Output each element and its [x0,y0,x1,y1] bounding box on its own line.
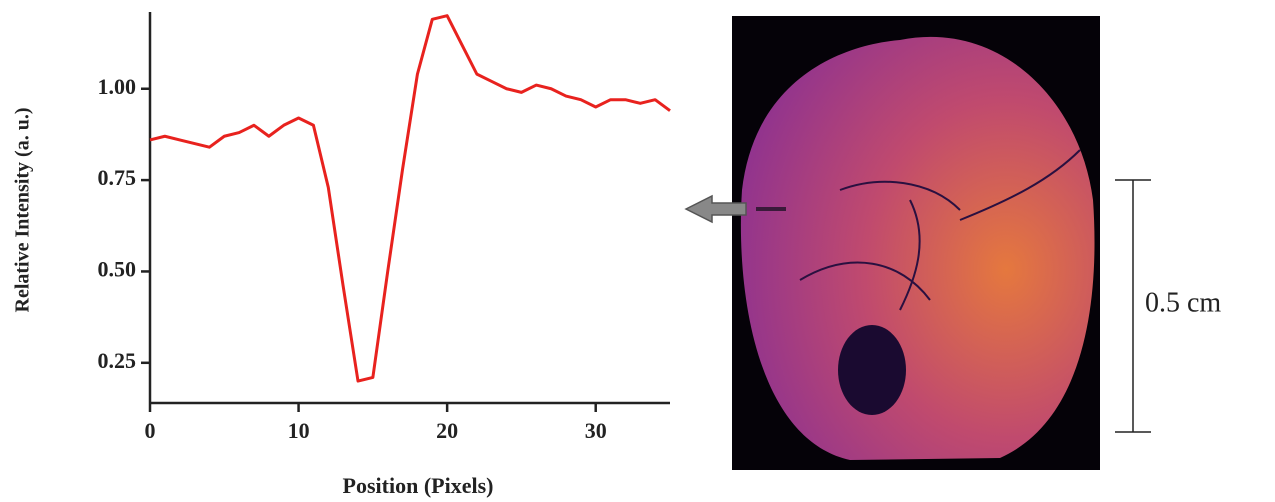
image-dark-region [838,325,906,415]
figure: Position (Pixels) Relative Intensity (a.… [0,0,1275,502]
sample-image [732,16,1100,470]
image-sample [741,37,1095,460]
x-tick-label: 0 [145,418,156,443]
y-tick-label: 0.50 [98,256,137,281]
x-tick-label: 10 [288,418,310,443]
y-tick-label: 1.00 [98,74,137,99]
scale-bar-label: 0.5 cm [1145,287,1221,318]
y-axis-label: Relative Intensity (a. u.) [12,108,34,313]
y-tick-label: 0.25 [98,348,137,373]
x-tick-label: 20 [436,418,458,443]
data-line [150,16,670,381]
x-axis-label: Position (Pixels) [343,473,494,498]
y-tick-label: 0.75 [98,165,137,190]
x-tick-label: 30 [585,418,607,443]
